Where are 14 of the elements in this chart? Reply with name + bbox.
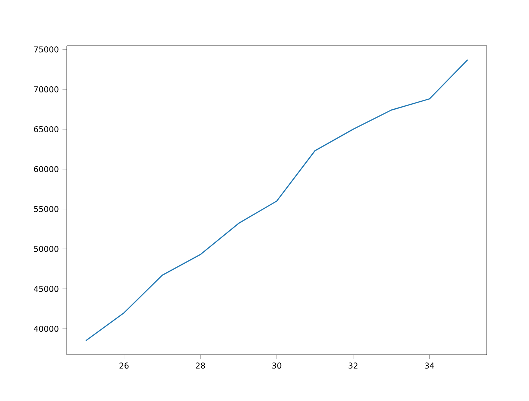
line-series	[86, 59, 468, 342]
x-tick-label: 28	[196, 362, 206, 369]
y-tick-label: 45000	[34, 286, 59, 292]
x-tick-label: 32	[348, 362, 358, 369]
y-tick-label: 70000	[34, 86, 59, 93]
y-tick-label: 65000	[34, 126, 59, 132]
x-tick-label: 34	[425, 362, 434, 369]
x-tick-label: 30	[272, 362, 282, 369]
y-tick-label: 60000	[34, 166, 59, 172]
y-tick-label: 40000	[34, 326, 59, 332]
x-tick-label: 26	[120, 362, 129, 369]
y-tick-label: 55000	[34, 206, 59, 212]
y-tick-label: 50000	[34, 246, 59, 252]
y-tick-label: 75000	[34, 46, 59, 53]
